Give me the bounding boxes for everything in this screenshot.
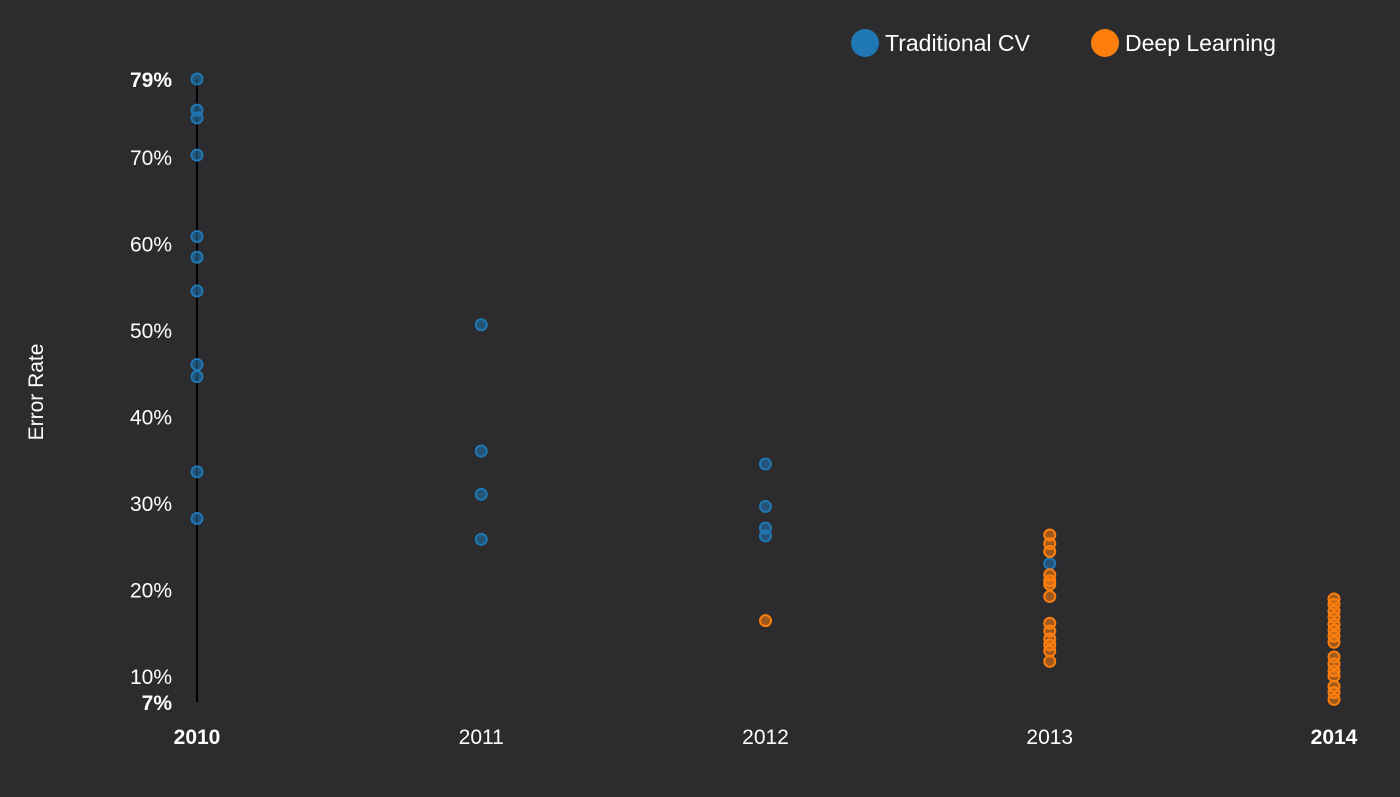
y-tick-label: 10% <box>130 666 172 689</box>
legend-label: Deep Learning <box>1125 30 1276 56</box>
data-point <box>190 229 204 243</box>
data-point <box>759 499 772 513</box>
data-point <box>190 465 204 479</box>
data-point <box>1327 635 1341 649</box>
legend: Traditional CV Deep Learning <box>851 29 1276 57</box>
x-tick-label: 2012 <box>742 726 789 749</box>
data-point <box>474 444 488 458</box>
data-point <box>1043 644 1057 658</box>
y-tick-label: 7% <box>142 692 173 715</box>
y-axis-ticks: 79% 70% 60% 50% 40% 30% 20% 10% 7% <box>130 69 172 715</box>
x-tick-label: 2010 <box>174 726 221 749</box>
legend-swatch <box>851 29 879 57</box>
data-point <box>190 250 204 264</box>
data-point <box>190 148 204 162</box>
data-point <box>759 614 772 628</box>
data-point <box>474 487 488 501</box>
y-tick-label: 70% <box>130 147 172 170</box>
data-point <box>190 512 204 526</box>
y-tick-label: 79% <box>130 69 172 92</box>
y-tick-label: 60% <box>130 233 172 256</box>
y-axis-title: Error Rate <box>25 344 48 441</box>
data-point <box>1043 654 1057 668</box>
data-point <box>1043 544 1057 558</box>
data-point <box>190 370 204 384</box>
legend-label: Traditional CV <box>885 30 1031 56</box>
data-point <box>1043 557 1057 571</box>
y-tick-label: 30% <box>130 493 172 516</box>
y-tick-label: 50% <box>130 320 172 343</box>
data-point <box>190 72 204 86</box>
x-tick-label: 2013 <box>1026 726 1073 749</box>
data-point <box>1327 669 1341 683</box>
x-axis-ticks: 2010 2011 2012 2013 2014 <box>174 726 1358 749</box>
data-point <box>190 284 204 298</box>
data-point <box>190 358 204 372</box>
data-point <box>474 532 488 546</box>
x-tick-label: 2014 <box>1311 726 1358 749</box>
data-point <box>190 111 204 125</box>
data-point <box>759 457 772 471</box>
data-points <box>190 72 1341 706</box>
y-tick-label: 20% <box>130 580 172 603</box>
legend-swatch <box>1091 29 1119 57</box>
data-point <box>1327 692 1341 706</box>
data-point <box>759 529 772 543</box>
data-point <box>474 318 488 332</box>
y-tick-label: 40% <box>130 406 172 429</box>
data-point <box>1043 589 1057 603</box>
x-tick-label: 2011 <box>459 726 504 749</box>
data-point <box>1043 577 1057 591</box>
